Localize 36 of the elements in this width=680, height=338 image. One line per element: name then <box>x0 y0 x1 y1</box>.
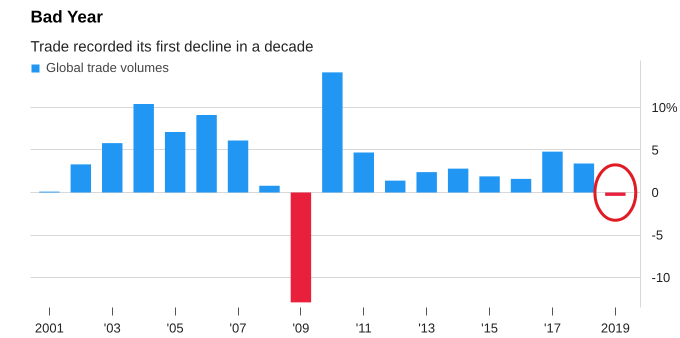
bar <box>574 164 594 193</box>
bar <box>259 186 280 193</box>
x-tick-label: '03 <box>104 320 121 336</box>
bar <box>228 140 248 193</box>
x-tick-label: 2019 <box>600 320 630 336</box>
x-tick-label: '11 <box>356 320 372 336</box>
bar <box>196 115 217 193</box>
bar <box>416 172 437 193</box>
y-tick-label: -5 <box>652 228 664 243</box>
x-tick-label: '09 <box>292 320 310 336</box>
bar <box>322 72 343 193</box>
y-tick-label: 0 <box>652 185 659 200</box>
y-tick-label: 5 <box>652 142 659 158</box>
bar <box>102 143 122 193</box>
chart-subtitle: Trade recorded its first decline in a decade <box>30 38 314 56</box>
y-tick-label: 10% <box>652 100 678 115</box>
bar <box>542 152 563 193</box>
x-tick-label: '13 <box>418 320 436 336</box>
x-tick-label: '07 <box>230 320 247 336</box>
bar <box>479 176 500 193</box>
chart-title: Bad Year <box>30 8 104 26</box>
legend-label: Global trade volumes <box>46 60 169 75</box>
bar <box>133 104 154 193</box>
bar <box>510 178 532 193</box>
bar <box>164 132 186 193</box>
bar <box>354 152 374 193</box>
y-tick-label: -10 <box>652 270 670 286</box>
bar <box>448 168 468 193</box>
bar <box>290 192 312 302</box>
bar <box>70 164 92 193</box>
x-tick-label: 2001 <box>34 320 64 336</box>
x-tick-label: '15 <box>481 320 498 336</box>
bar <box>605 192 626 196</box>
x-tick-label: '17 <box>544 320 561 336</box>
x-tick-label: '05 <box>166 320 184 336</box>
bar <box>385 180 406 193</box>
